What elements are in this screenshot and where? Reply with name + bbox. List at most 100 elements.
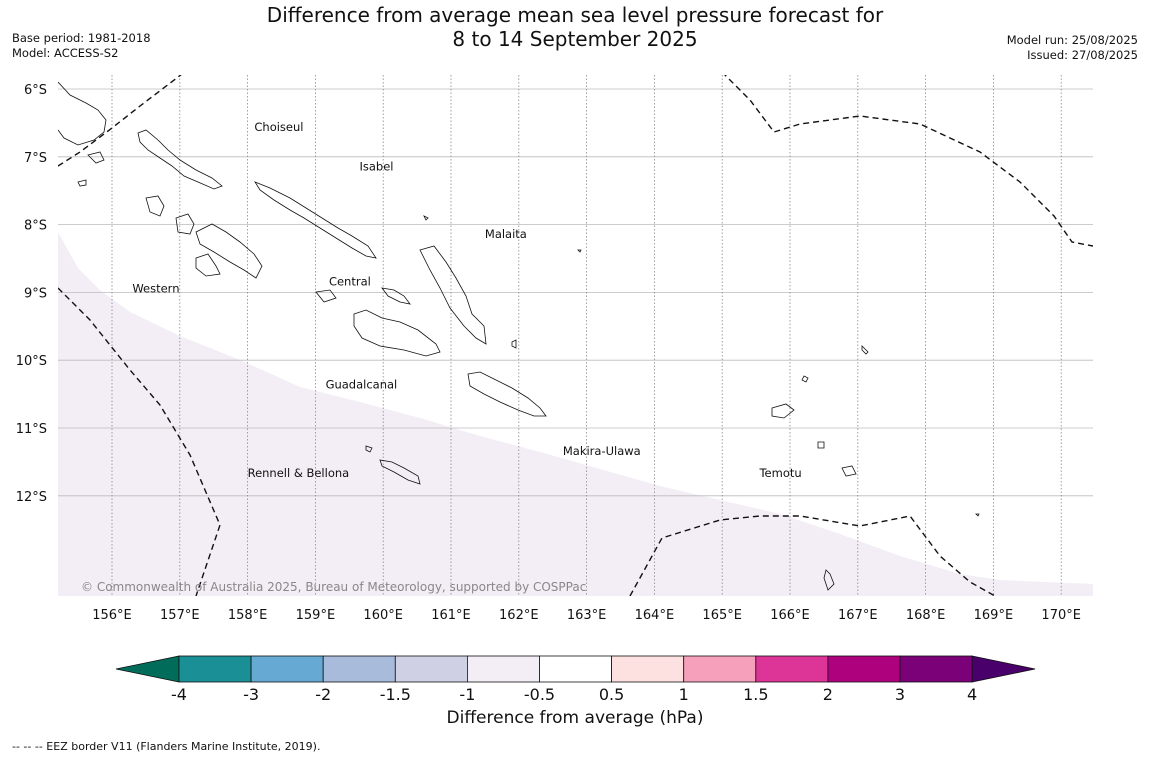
meta-right: Model run: 25/08/2025 Issued: 27/08/2025 <box>1007 33 1138 63</box>
region-label: Isabel <box>359 159 393 173</box>
chart-title: Difference from average mean sea level p… <box>0 3 1150 51</box>
lon-tick-label: 162°E <box>499 608 539 623</box>
latitude-ticks: 6°S 7°S 8°S 9°S 10°S 11°S 12°S <box>16 83 47 505</box>
lon-tick-label: 163°E <box>567 608 607 623</box>
vanikoro-island <box>841 465 857 477</box>
makira-island <box>467 371 547 417</box>
lon-tick-label: 156°E <box>92 608 132 623</box>
colorbar-cell <box>466 655 540 683</box>
santa-cruz-island <box>771 403 795 419</box>
region-label: Guadalcanal <box>326 378 398 392</box>
colorbar-cell <box>394 655 468 683</box>
colorbar-tick-label: 1.5 <box>743 685 768 704</box>
colorbar-cell <box>322 655 396 683</box>
vella-lavella-island <box>145 195 165 217</box>
islet <box>77 179 87 187</box>
lat-tick-label: 9°S <box>24 286 47 301</box>
colorbar-cell <box>611 655 685 683</box>
lat-tick-label: 7°S <box>24 151 47 166</box>
colorbar-cell <box>250 655 324 683</box>
lon-tick-label: 165°E <box>702 608 742 623</box>
russell-islands <box>381 287 411 305</box>
meta-left: Base period: 1981-2018 Model: ACCESS-S2 <box>12 31 151 61</box>
colorbar-cell <box>755 655 829 683</box>
region-label: Makira-Ulawa <box>563 444 641 458</box>
buka-island <box>87 151 105 164</box>
colorbar-cell <box>827 655 901 683</box>
bellona-island <box>365 445 373 453</box>
lat-tick-label: 6°S <box>24 83 47 98</box>
colorbar-tick-label: 4 <box>967 685 977 704</box>
lon-tick-label: 158°E <box>228 608 268 623</box>
utupua-island <box>817 441 825 449</box>
region-label: Malaita <box>485 227 527 241</box>
colorbar-tick-label: -1 <box>459 685 475 704</box>
region-label: Rennell & Bellona <box>248 466 350 480</box>
anomaly-shading <box>58 232 1093 596</box>
bougainville-island <box>58 81 107 146</box>
region-label: Western <box>132 281 179 295</box>
colorbar-tick-label: 0.5 <box>599 685 624 704</box>
colorbar-tick-label: -2 <box>315 685 331 704</box>
colorbar-ticks: -4 -3 -2 -1.5 -1 -0.5 0.5 1 1.5 2 3 4 <box>171 685 977 704</box>
colorbar-tick-label: 3 <box>895 685 905 704</box>
lon-tick-label: 159°E <box>296 608 336 623</box>
lon-tick-label: 157°E <box>160 608 200 623</box>
grid-lines <box>58 75 1093 596</box>
copyright-notice: © Commonwealth of Australia 2025, Bureau… <box>81 580 587 594</box>
sikaiana-islet <box>577 249 582 253</box>
base-period: Base period: 1981-2018 <box>12 31 151 45</box>
kolombangara-island <box>175 213 195 235</box>
eez-border-png-north <box>58 75 182 167</box>
model-run: Model run: 25/08/2025 <box>1006 33 1138 47</box>
title-line-1: Difference from average mean sea level p… <box>266 3 884 27</box>
island-outlines <box>58 81 980 591</box>
colorbar-tick-label: -1.5 <box>380 685 411 704</box>
reef-islands <box>801 375 809 383</box>
duff-islets <box>861 345 869 355</box>
region-label: Central <box>329 275 371 289</box>
map-area: 6°S 7°S 8°S 9°S 10°S 11°S 12°S 156°E 157°E 158°E… <box>16 75 1093 623</box>
colorbar: -4 -3 -2 -1.5 -1 -0.5 0.5 1 1.5 2 3 4 <box>115 655 1036 704</box>
lon-tick-label: 167°E <box>838 608 878 623</box>
title-line-2: 8 to 14 September 2025 <box>452 27 698 51</box>
florida-islands <box>315 289 337 303</box>
region-label: Choiseul <box>254 120 303 134</box>
colorbar-cell <box>899 655 973 683</box>
guadalcanal-island <box>353 309 441 357</box>
rendova-island <box>195 253 221 277</box>
colorbar-tick-label: -4 <box>171 685 187 704</box>
lon-tick-label: 161°E <box>431 608 471 623</box>
malaita-island <box>419 245 487 345</box>
lon-tick-label: 169°E <box>974 608 1014 623</box>
ulawa-islet <box>511 339 517 349</box>
colorbar-label: Difference from average (hPa) <box>446 708 704 728</box>
model-name: Model: ACCESS-S2 <box>12 46 119 60</box>
tikopia-islet <box>823 569 835 591</box>
colorbar-tick-label: 2 <box>823 685 833 704</box>
longitude-ticks: 156°E 157°E 158°E 159°E 160°E 161°E 162°E 163°E… <box>92 608 1081 623</box>
anuta-islet <box>975 513 980 517</box>
eez-border-northeast <box>724 75 1093 247</box>
choiseul-island <box>137 129 223 190</box>
eez-footnote: -- -- -- EEZ border V11 (Flanders Marine… <box>12 740 321 753</box>
region-labels: Choiseul Isabel Malaita Western Central Guada… <box>132 120 801 480</box>
eez-borders <box>58 75 1093 596</box>
santa-isabel-island <box>254 181 377 259</box>
lat-tick-label: 11°S <box>16 422 47 437</box>
colorbar-cells <box>115 655 1036 683</box>
lon-tick-label: 160°E <box>363 608 403 623</box>
lon-tick-label: 166°E <box>770 608 810 623</box>
lon-tick-label: 168°E <box>906 608 946 623</box>
lat-tick-label: 8°S <box>24 219 47 234</box>
region-label: Temotu <box>758 466 801 480</box>
lat-tick-label: 10°S <box>16 354 47 369</box>
lon-tick-label: 170°E <box>1041 608 1081 623</box>
colorbar-under-arrow <box>115 655 180 683</box>
colorbar-cell <box>683 655 757 683</box>
eez-border-png-south <box>58 287 221 596</box>
colorbar-cell <box>178 655 252 683</box>
issued-date: Issued: 27/08/2025 <box>1027 48 1138 62</box>
lon-tick-label: 164°E <box>635 608 675 623</box>
ontong-java-islet <box>423 215 429 221</box>
